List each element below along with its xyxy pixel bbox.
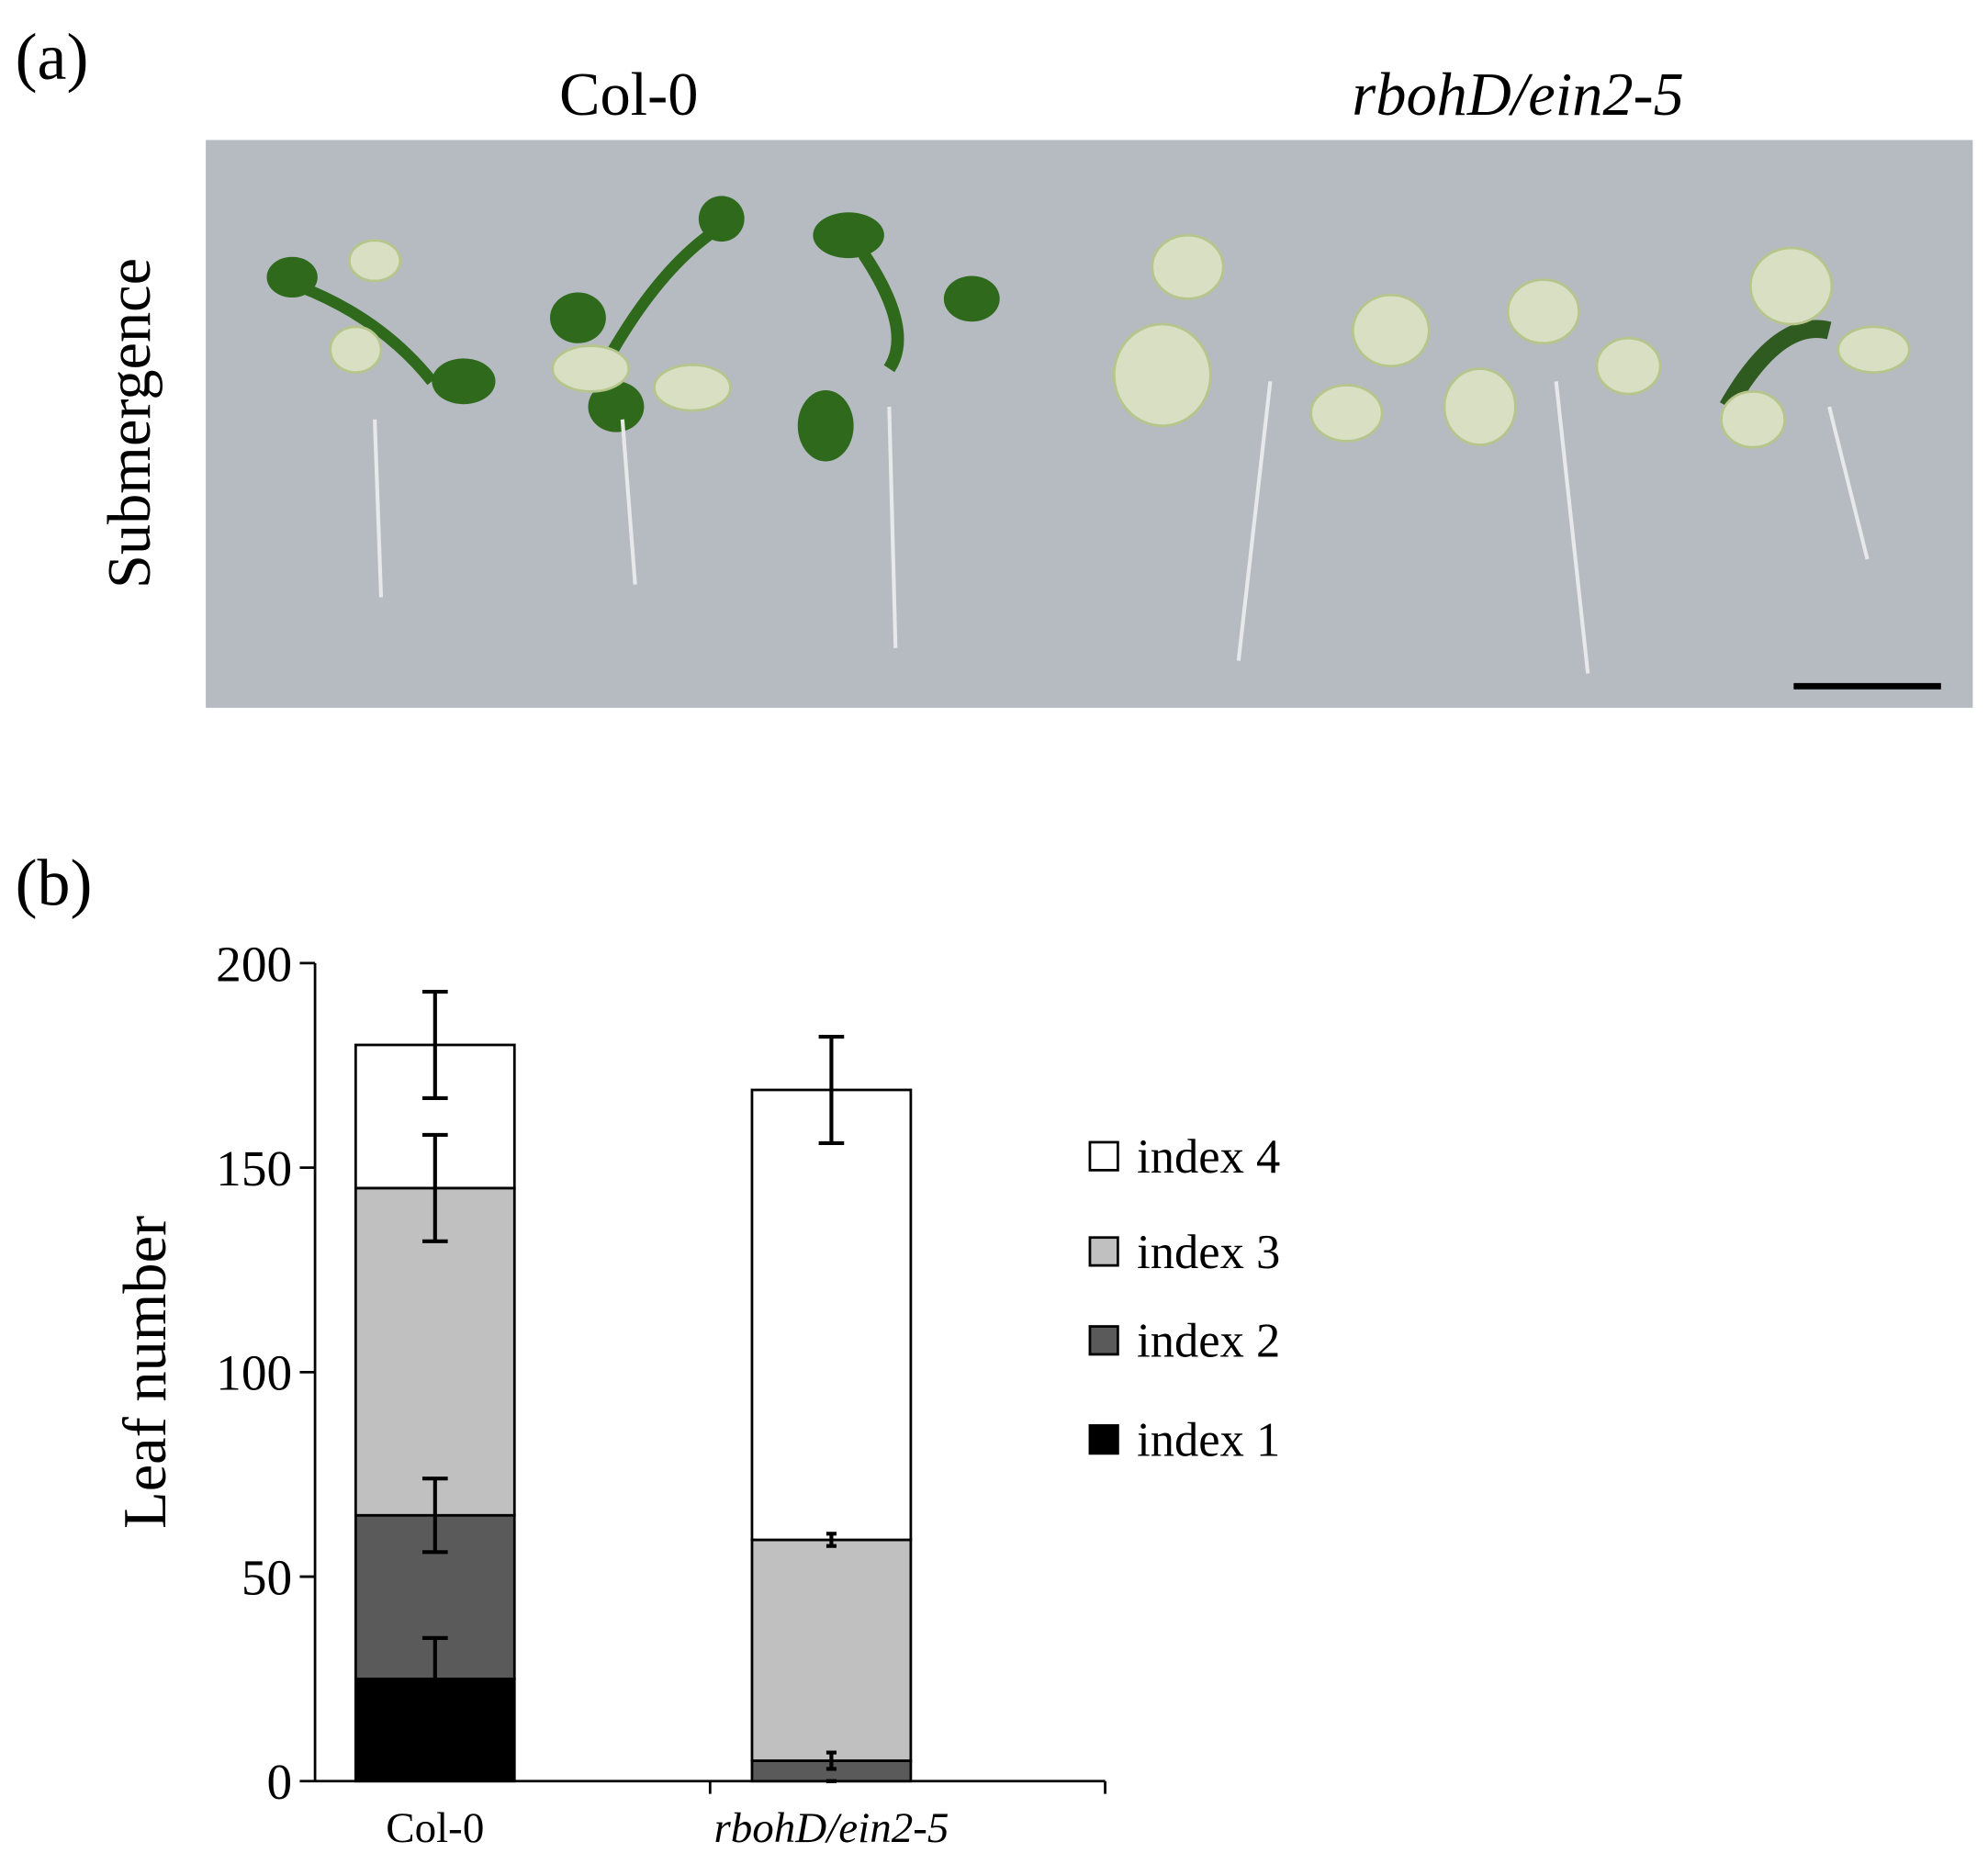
y-tick-label: 0 [267,1754,293,1810]
error-bar [421,1132,448,1243]
panel-label: (a) [16,20,89,94]
row-label: Submergence [96,258,163,589]
y-tick-label: 100 [216,1345,292,1401]
legend-swatch [1088,1424,1119,1455]
panel-label: (b) [16,846,93,919]
y-tick-label: 200 [216,936,292,992]
y-tick-label: 150 [216,1140,292,1196]
x-tick-label: rbohD/ein2-5 [713,1804,949,1852]
column-label: rbohD/ein2-5 [1352,62,1683,129]
error-bar [421,989,448,1100]
photo [206,140,1973,708]
error-bar [818,1034,845,1145]
x-tick-label: Col-0 [386,1804,484,1852]
bar-segment [750,1538,913,1762]
column-label: Col-0 [559,62,698,129]
legend-swatch [1088,1236,1119,1267]
error-bar [421,1635,448,1723]
legend-label: index 2 [1137,1315,1280,1368]
legend-swatch [1088,1140,1119,1172]
bar-segment [750,1088,913,1542]
y-tick-label: 50 [241,1549,292,1605]
legend-label: index 3 [1137,1226,1280,1279]
error-bar [826,1750,837,1771]
y-axis-label: Leaf number [112,1216,179,1529]
legend-swatch [1088,1325,1119,1356]
error-bar [421,1477,448,1555]
legend-label: index 4 [1137,1130,1280,1184]
error-bar [826,1532,837,1548]
legend-label: index 1 [1137,1414,1280,1467]
